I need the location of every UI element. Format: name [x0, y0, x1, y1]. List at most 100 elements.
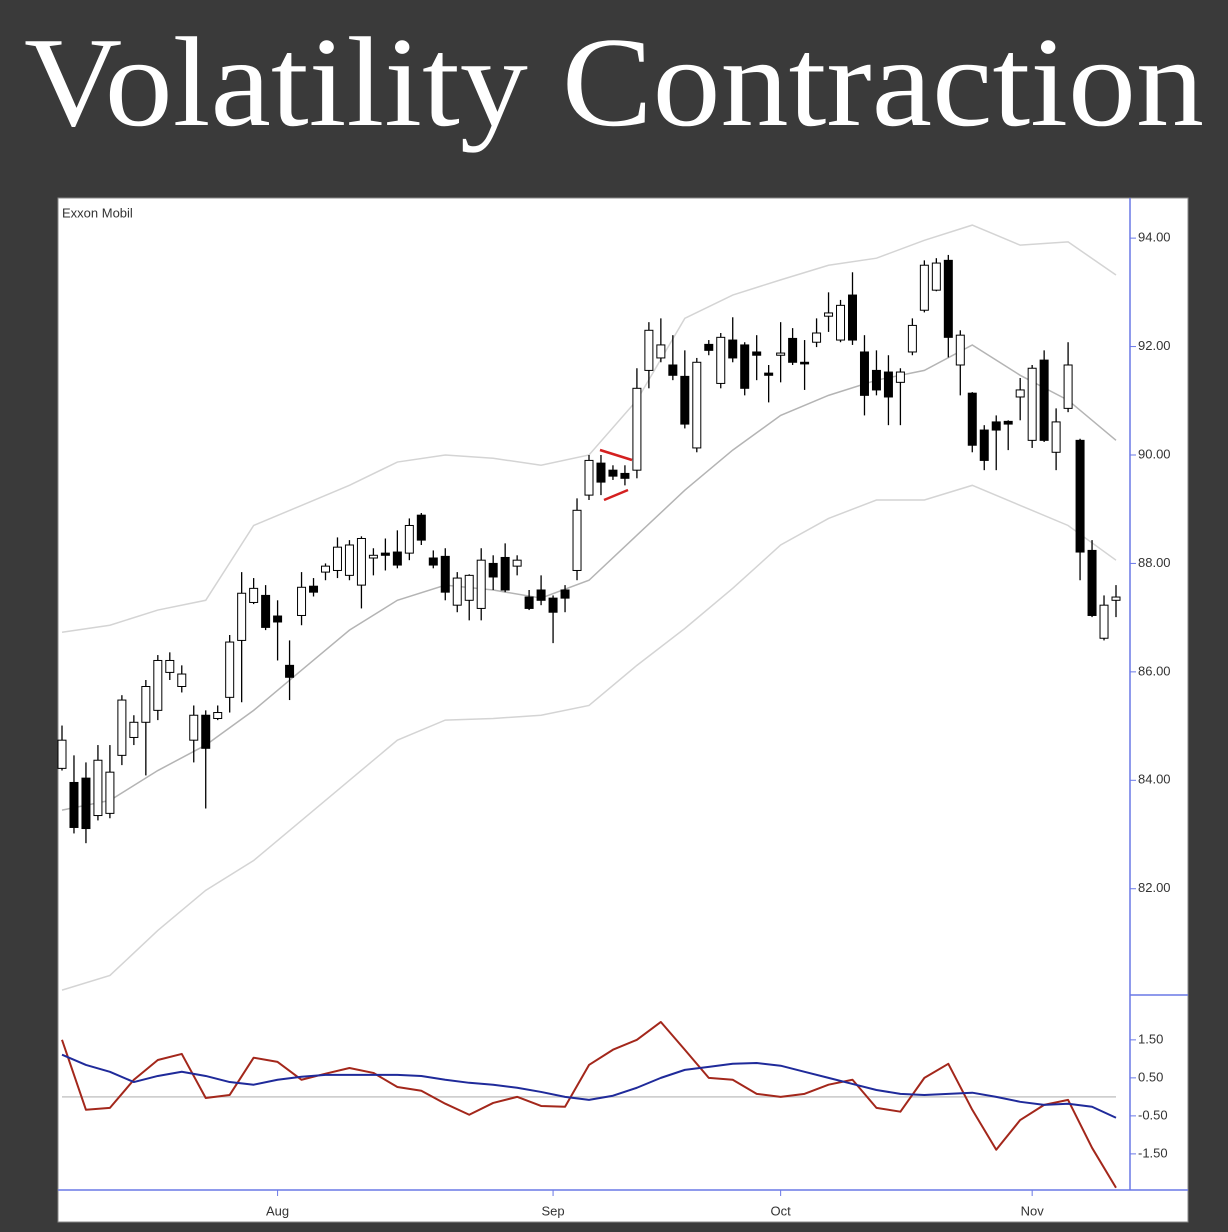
candle-body — [356, 537, 366, 586]
candle-body — [608, 469, 618, 477]
candle-body — [584, 459, 594, 496]
y-tick-label: 92.00 — [1138, 338, 1171, 353]
y-tick-label: 0.50 — [1138, 1069, 1163, 1084]
candle-body — [836, 304, 846, 341]
y-tick-label: 90.00 — [1138, 446, 1171, 461]
candle-body — [452, 577, 462, 606]
candle-body — [416, 514, 426, 541]
candle-body — [752, 351, 762, 356]
candle-body — [141, 686, 151, 723]
candle-body — [907, 324, 917, 353]
candle-body — [1075, 439, 1085, 553]
candle-body — [656, 344, 666, 359]
candle-body — [1111, 596, 1121, 601]
candle-body — [380, 552, 390, 556]
candle-body — [979, 429, 989, 461]
candle-body — [548, 597, 558, 613]
y-tick-label: 82.00 — [1138, 880, 1171, 895]
candle-body — [344, 544, 354, 576]
candle-body — [812, 332, 822, 343]
y-tick-label: -1.50 — [1138, 1145, 1168, 1160]
candle-body — [536, 589, 546, 601]
candle-body — [824, 312, 834, 317]
candle-body — [596, 462, 606, 483]
candle-body — [1051, 421, 1061, 453]
candle-body — [644, 329, 654, 371]
candle-body — [332, 546, 342, 571]
candle-body — [201, 714, 211, 749]
candle-body — [764, 372, 774, 376]
annotation-line — [599, 448, 633, 462]
candle-body — [93, 759, 103, 817]
y-tick-label: 86.00 — [1138, 663, 1171, 678]
page-title: Volatility Contraction — [24, 11, 1204, 153]
candle-body — [776, 352, 786, 356]
candle-body — [859, 351, 869, 396]
y-tick-label: 1.50 — [1138, 1031, 1163, 1046]
x-tick-label: Oct — [771, 1203, 792, 1218]
candle-body — [368, 554, 378, 559]
candle-body — [943, 259, 953, 338]
y-tick-label: 94.00 — [1138, 230, 1171, 245]
candle-body — [261, 594, 271, 628]
candle-body — [620, 472, 630, 479]
candle-body — [165, 659, 175, 673]
candle-body — [728, 339, 738, 359]
candle-body — [1099, 604, 1109, 639]
candle-body — [189, 714, 199, 741]
candle-body — [716, 336, 726, 384]
x-tick-label: Nov — [1021, 1203, 1045, 1218]
chart-panel — [57, 197, 1189, 1223]
candle-body — [871, 369, 881, 391]
candle-body — [680, 375, 690, 425]
candle-body — [500, 556, 510, 591]
candle-body — [632, 387, 642, 471]
candle-body — [476, 559, 486, 609]
x-tick-label: Aug — [266, 1203, 289, 1218]
candle-body — [572, 509, 582, 571]
candle-body — [740, 344, 750, 389]
candle-body — [213, 712, 223, 719]
candle-body — [297, 586, 307, 616]
candle-body — [129, 721, 139, 738]
candle-body — [428, 557, 438, 566]
candle-body — [1039, 359, 1049, 441]
candle-body — [237, 592, 247, 641]
candle-body — [919, 264, 929, 311]
candle-body — [1027, 367, 1037, 441]
candle-body — [392, 551, 402, 566]
candle-body — [895, 371, 905, 383]
candle-body — [704, 343, 714, 351]
candle-body — [105, 771, 115, 814]
candle-body — [788, 337, 798, 363]
candle-body — [117, 699, 127, 756]
y-tick-label: 84.00 — [1138, 772, 1171, 787]
band-line — [61, 344, 1117, 811]
candle-body — [1015, 389, 1025, 398]
oscillator-line — [61, 1053, 1117, 1119]
candle-body — [249, 587, 259, 603]
chart-label: Exxon Mobil — [62, 205, 133, 220]
candle-body — [69, 781, 79, 828]
candle-body — [692, 361, 702, 449]
candle-body — [800, 361, 810, 365]
candle-body — [177, 673, 187, 688]
candle-body — [883, 371, 893, 398]
candle-body — [464, 574, 474, 601]
candle-body — [991, 421, 1001, 431]
y-tick-label: 88.00 — [1138, 555, 1171, 570]
candle-body — [1003, 420, 1013, 425]
annotation-line — [603, 488, 629, 502]
candle-body — [153, 659, 163, 711]
candle-body — [668, 364, 678, 376]
candle-body — [57, 739, 67, 769]
candle-body — [488, 562, 498, 578]
candle-body — [285, 664, 295, 678]
candle-body — [321, 565, 330, 573]
band-line — [61, 484, 1117, 991]
candle-body — [1087, 549, 1097, 616]
candle-body — [1063, 364, 1073, 409]
candle-body — [512, 559, 522, 567]
